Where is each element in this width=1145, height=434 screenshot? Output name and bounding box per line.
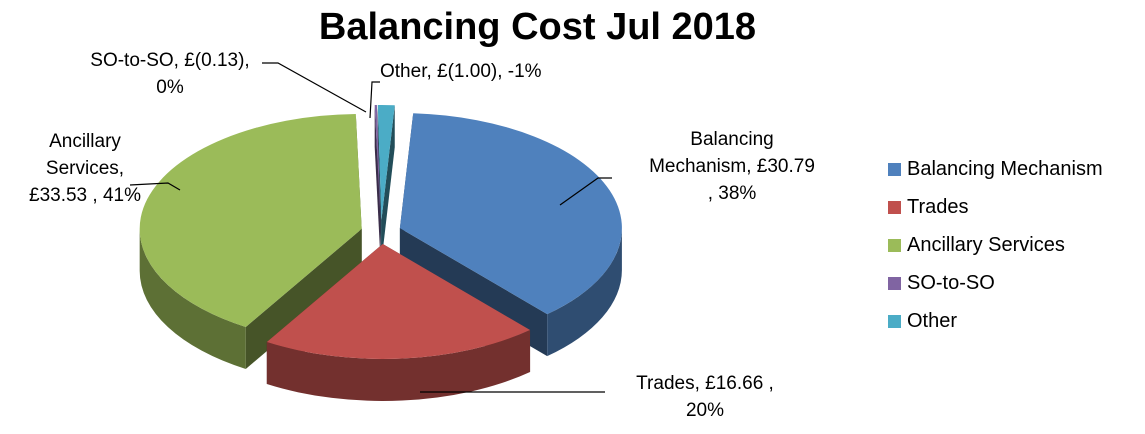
data-label-so-to-so: SO-to-SO, £(0.13), 0% <box>90 50 250 98</box>
pie-slice-trades <box>266 243 531 359</box>
legend-item: SO-to-SO <box>888 264 1103 302</box>
data-label-trades: Trades, £16.66 , 20% <box>636 373 774 421</box>
leader-line <box>369 81 380 119</box>
pie-slice-so-to-so <box>374 105 381 221</box>
legend-swatch <box>888 314 901 328</box>
data-label-balancing-mechanism: Balancing Mechanism, £30.79 , 38% <box>649 129 815 204</box>
legend-item: Ancillary Services <box>888 226 1103 264</box>
pie-slice-wall-so-to-so <box>374 105 381 263</box>
pie-slice-side-ancillary-services <box>139 228 246 369</box>
pie-slice-balancing-mechanism <box>399 113 622 315</box>
legend-swatch <box>888 276 901 290</box>
leader-line <box>129 182 181 191</box>
legend-swatch <box>888 200 901 214</box>
chart-legend: Balancing Mechanism Trades Ancillary Ser… <box>888 150 1103 340</box>
pie-slice-wall-other <box>381 105 395 263</box>
pie-slice-side-trades <box>266 329 531 401</box>
legend-item: Balancing Mechanism <box>888 150 1103 188</box>
legend-swatch <box>888 162 901 176</box>
legend-item: Other <box>888 302 1103 340</box>
pie-slice-side-balancing-mechanism <box>547 228 622 357</box>
legend-label: Balancing Mechanism <box>907 157 1103 180</box>
leader-line <box>559 177 612 206</box>
pie-slice-other <box>377 105 395 221</box>
legend-swatch <box>888 238 901 252</box>
chart-title: Balancing Cost Jul 2018 <box>318 6 757 48</box>
leader-line <box>262 62 367 113</box>
legend-label: Other <box>907 309 958 332</box>
pie-slice-wall-ancillary-services <box>245 228 362 369</box>
data-label-ancillary-services: Ancillary Services, £33.53 , 41% <box>29 131 141 206</box>
legend-label: SO-to-SO <box>907 271 995 294</box>
data-label-other: Other, £(1.00), -1% <box>380 61 542 82</box>
legend-label: Ancillary Services <box>907 233 1065 256</box>
legend-label: Trades <box>907 195 969 218</box>
pie-slice-ancillary-services <box>139 113 362 327</box>
legend-item: Trades <box>888 188 1103 226</box>
